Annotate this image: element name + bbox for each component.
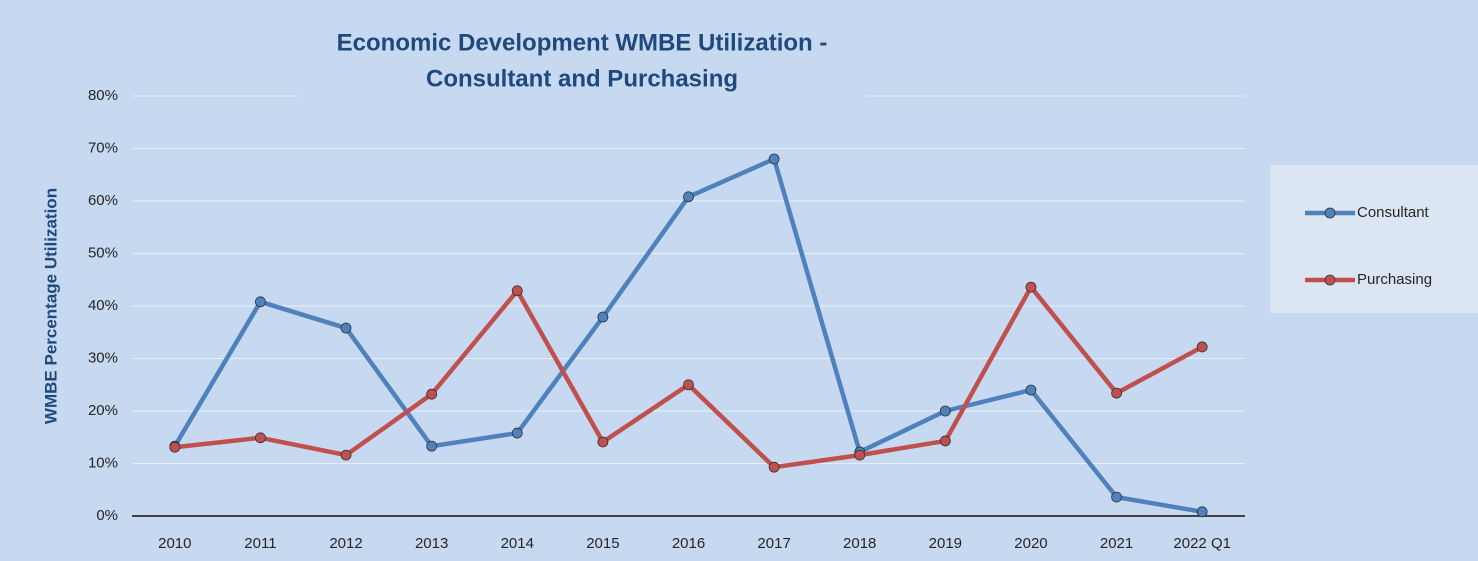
- data-point: [340, 322, 352, 334]
- data-point: [511, 285, 523, 297]
- x-tick-label: 2022 Q1: [1173, 535, 1231, 552]
- x-tick-label: 2014: [501, 535, 534, 552]
- data-point: [426, 388, 438, 400]
- data-point: [768, 153, 780, 165]
- data-point: [597, 311, 609, 323]
- y-tick-label: 60%: [88, 192, 118, 209]
- data-point: [255, 432, 266, 444]
- y-tick-label: 80%: [88, 87, 118, 104]
- x-tick-label: 2019: [929, 535, 962, 552]
- data-point: [683, 191, 694, 203]
- data-point: [1196, 506, 1208, 518]
- x-tick-label: 2012: [329, 535, 362, 552]
- data-point: [511, 427, 523, 439]
- x-tick-label: 2013: [415, 535, 448, 552]
- y-axis-label: WMBE Percentage Utilization: [41, 188, 60, 424]
- data-point: [1025, 384, 1037, 396]
- data-point: [1111, 387, 1122, 399]
- x-tick-label: 2020: [1014, 535, 1047, 552]
- data-point: [854, 449, 866, 461]
- legend-label: Consultant: [1357, 204, 1430, 221]
- data-point: [255, 296, 266, 308]
- chart-title: Economic Development WMBE Utilization -: [337, 29, 828, 56]
- chart-title: Consultant and Purchasing: [426, 65, 738, 92]
- y-tick-label: 0%: [96, 507, 118, 524]
- plot-area: 0% 10% 20% 30% 40% 50% 60% 70% 80% 2010 2011 2012 20…: [88, 87, 1432, 552]
- data-point: [169, 441, 181, 453]
- data-point: [768, 461, 780, 473]
- data-point: [426, 440, 438, 452]
- x-tick-label: 2015: [586, 535, 619, 552]
- x-tick-label: 2010: [158, 535, 191, 552]
- y-tick-label: 10%: [88, 454, 118, 471]
- legend-box: [1270, 165, 1478, 313]
- data-point: [597, 436, 609, 448]
- x-tick-label: 2017: [757, 535, 790, 552]
- data-point: [1025, 281, 1037, 293]
- data-point: [1111, 491, 1122, 503]
- title-box: [298, 8, 866, 100]
- x-tick-label: 2018: [843, 535, 876, 552]
- y-tick-label: 20%: [88, 402, 118, 419]
- x-tick-label: 2016: [672, 535, 705, 552]
- data-point: [939, 435, 951, 447]
- x-tick-label: 2021: [1100, 535, 1133, 552]
- data-point: [939, 405, 951, 417]
- y-tick-label: 30%: [88, 349, 118, 366]
- y-tick-label: 70%: [88, 139, 118, 156]
- x-tick-label: 2011: [244, 535, 276, 552]
- y-tick-label: 50%: [88, 244, 118, 261]
- legend-marker: [1324, 274, 1336, 286]
- legend-marker: [1324, 207, 1336, 219]
- legend-label: Purchasing: [1357, 271, 1432, 288]
- data-point: [683, 379, 694, 391]
- data-point: [1196, 341, 1208, 353]
- y-tick-label: 40%: [88, 297, 118, 314]
- data-point: [340, 449, 352, 461]
